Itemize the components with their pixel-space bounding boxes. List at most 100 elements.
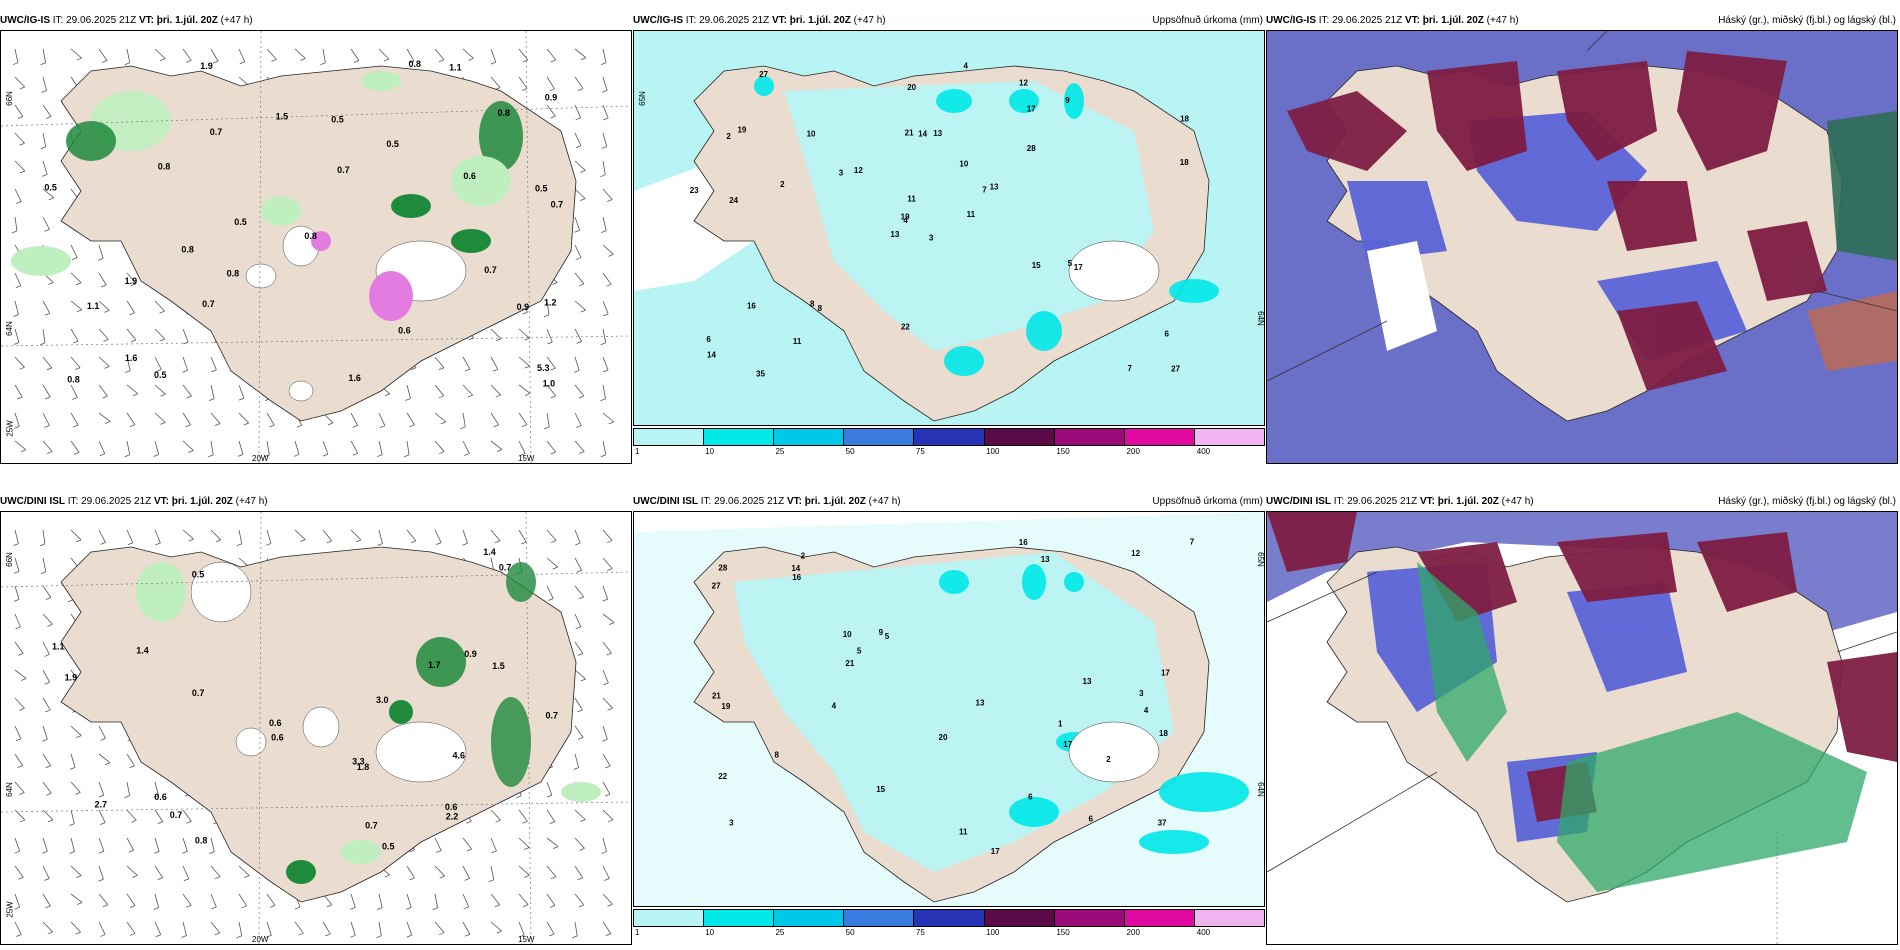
axis-label-64n: 64N <box>1255 311 1265 326</box>
wind-barb-flag <box>435 542 442 545</box>
wind-barb-flag <box>127 542 133 546</box>
wind-barb <box>378 412 386 426</box>
wind-barb-flag <box>575 626 581 630</box>
wind-barb-flag <box>491 850 497 854</box>
wind-barb-flag <box>75 931 81 935</box>
wind-barb-flag <box>522 904 529 907</box>
wind-barb <box>182 921 187 936</box>
precip-value-label: 1.4 <box>136 645 149 655</box>
wind-barb <box>518 440 526 454</box>
wind-barb-flag <box>408 60 415 64</box>
wind-barb-flag <box>186 904 192 908</box>
wind-barb-flag <box>322 453 329 457</box>
wind-barb-flag <box>552 566 558 570</box>
wind-barb-flag <box>522 820 528 824</box>
wind-barb-flag <box>19 170 25 174</box>
wind-barb <box>238 412 250 424</box>
wind-barb-flag <box>18 652 24 656</box>
precip-value-label: 19 <box>901 213 910 222</box>
colorbar-swatch <box>984 429 1055 445</box>
wind-barb-flag <box>580 198 586 201</box>
wind-barb <box>518 356 530 367</box>
precip-value-label: 6 <box>1028 792 1033 801</box>
wind-barb-flag <box>601 851 607 854</box>
wind-barb <box>42 725 48 740</box>
wind-barb-flag <box>42 850 48 854</box>
wind-barb-flag <box>212 60 219 64</box>
wind-barb <box>518 48 529 61</box>
precip-value-label: 12 <box>1019 79 1028 88</box>
wind-barb-flag <box>294 906 301 910</box>
wind-barb-flag <box>600 342 606 346</box>
wind-barb-flag <box>211 369 217 373</box>
wind-barb-flag <box>493 424 499 428</box>
wind-barb-flag <box>19 366 25 370</box>
wind-barb <box>14 48 19 63</box>
precip-value-label: 27 <box>712 582 721 591</box>
wind-barb-flag <box>548 598 554 601</box>
wind-barb <box>98 300 110 311</box>
wind-barb-flag <box>524 847 530 850</box>
colorbar-swatch <box>914 910 985 926</box>
precip-value-label: 1.8 <box>357 762 370 772</box>
precip-value-label: 13 <box>1041 555 1050 564</box>
wind-barb <box>14 384 23 398</box>
wind-barb-flag <box>549 88 555 92</box>
wind-barb <box>154 300 165 312</box>
wind-barb <box>490 837 497 852</box>
wind-barb-flag <box>550 876 557 880</box>
precip-value-label: 16 <box>747 301 756 310</box>
precip-value-label: 0.7 <box>210 127 223 137</box>
precip-value-label: 11 <box>967 210 976 219</box>
map-accumulated-precip[interactable]: 1 4 3 2 5 6 22 13 10 17 27 21 28 37 15 17 20 13 9 8 7 12 21 18 1… <box>633 511 1265 907</box>
wind-barb <box>126 865 138 876</box>
wind-barb <box>546 328 553 343</box>
wind-barb <box>14 529 19 544</box>
precip-value-label: 0.6 <box>271 733 284 743</box>
wind-barb-flag <box>160 393 166 397</box>
wind-barb <box>462 412 466 427</box>
wind-barb-flag <box>606 283 612 287</box>
wind-barb-flag <box>75 282 82 286</box>
wind-barb-flag <box>608 622 615 625</box>
wind-barb <box>14 300 19 315</box>
wind-barb <box>42 132 47 147</box>
map-wind-precip[interactable]: 0.7 0.5 0.5 0.7 0.5 1.2 0.8 0.8 0.9 0.8 0.8 0.7 0.6 0… <box>0 30 632 464</box>
wind-barb-flag <box>46 792 52 796</box>
wind-barb-flag <box>188 450 194 453</box>
precip-value-label: 2.7 <box>94 799 107 809</box>
wind-barb <box>574 837 585 849</box>
panel-title: UWC/IG-IS IT: 29.06.2025 21Z VT: þri. 1.… <box>1266 15 1896 26</box>
wind-barb-flag <box>124 454 130 458</box>
wind-barb-flag <box>45 905 51 909</box>
map-cloud-cover[interactable] <box>1266 30 1898 464</box>
wind-barb-flag <box>48 282 54 285</box>
wind-barb-flag <box>244 875 250 878</box>
wind-barb-flag <box>520 453 526 456</box>
colorbar-tick: 1 <box>635 928 640 937</box>
wind-barb <box>378 893 383 908</box>
wind-barb-flag <box>577 653 584 656</box>
wind-barb-flag <box>377 454 383 457</box>
precip-value-label: 2 <box>726 132 731 141</box>
map-wind-precip[interactable]: 0.5 0.5 0.6 1.4 0.9 0.7 0.7 0.7 0.6 0.7 2.7 1.1 0.6 3… <box>0 511 632 945</box>
wind-barb-flag <box>69 823 75 826</box>
wind-barb <box>154 809 164 822</box>
wind-barb <box>70 328 79 342</box>
map-cloud-cover[interactable] <box>1266 511 1898 945</box>
wind-barb <box>70 921 81 933</box>
wind-barb <box>70 725 82 736</box>
wind-barb-flag <box>105 421 111 424</box>
precip-value-label: 10 <box>959 160 968 169</box>
wind-barb <box>98 356 110 367</box>
colorbar-tick: 50 <box>845 447 855 456</box>
map-accumulated-precip[interactable]: 3 2 4 6 7 8 12 13 17 11 27 27 24 18 13 28 35 21 10 16 12 14 11… <box>633 30 1265 426</box>
colorbar-tick: 75 <box>915 447 925 456</box>
wind-barb <box>574 244 582 258</box>
wind-barb-flag <box>182 850 188 854</box>
wind-barb <box>98 244 104 259</box>
wind-barb <box>42 585 52 598</box>
wind-barb <box>42 76 47 91</box>
wind-barb-flag <box>75 539 82 543</box>
wind-barb-flag <box>551 540 557 543</box>
